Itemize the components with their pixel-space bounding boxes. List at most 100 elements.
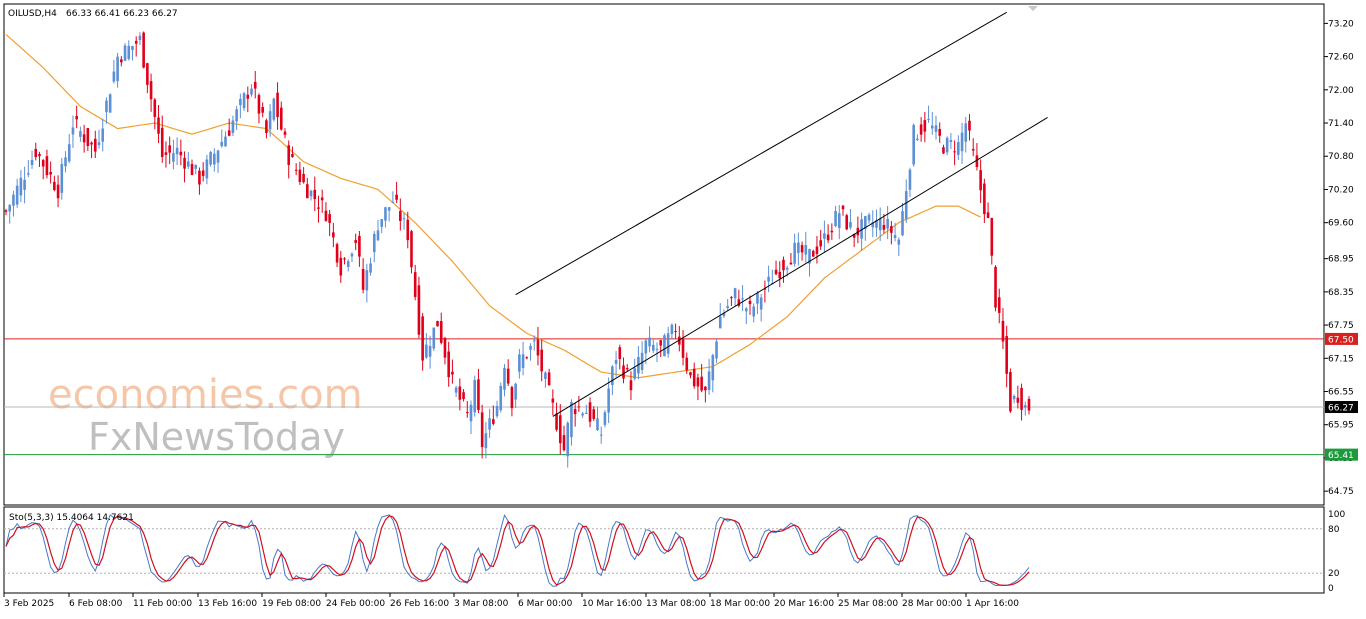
candle-body: [120, 59, 123, 63]
channel-line-lower[interactable]: [552, 117, 1048, 417]
candle-body: [413, 272, 417, 297]
candle-body: [64, 157, 67, 167]
level-price-label: 65.41: [1328, 451, 1354, 461]
time-tick-label: 6 Mar 00:00: [518, 599, 573, 609]
candle-body: [86, 128, 90, 146]
price-tick-label: 67.75: [1328, 321, 1354, 331]
candle-body: [216, 150, 220, 163]
candle-body: [867, 214, 871, 221]
candle-body: [406, 219, 410, 241]
candle-body: [82, 134, 86, 143]
candle-body: [239, 98, 242, 106]
price-tick-label: 68.95: [1328, 255, 1354, 265]
candle-body: [428, 346, 432, 357]
candle-body: [67, 144, 71, 162]
candle-body: [112, 71, 116, 82]
candle-body: [834, 210, 837, 227]
candle-body: [927, 119, 930, 121]
candle-body: [692, 368, 696, 387]
candle-body: [685, 357, 689, 371]
candle-body: [793, 242, 796, 264]
candle-body: [625, 368, 629, 370]
candle-body: [350, 253, 354, 257]
candle-body: [246, 94, 250, 99]
candle-body: [358, 235, 361, 257]
candle-body: [261, 107, 264, 113]
candle-body: [674, 331, 677, 333]
candle-body: [678, 336, 681, 345]
candle-body: [741, 298, 744, 300]
candle-body: [1009, 372, 1012, 412]
candle-body: [265, 120, 268, 134]
candle-body: [629, 380, 633, 391]
candle-body: [570, 402, 573, 438]
candle-body: [800, 245, 804, 253]
time-tick-label: 3 Mar 08:00: [454, 599, 509, 609]
price-tick-label: 72.00: [1328, 86, 1354, 96]
candle-body: [919, 124, 923, 135]
candle-body: [90, 142, 93, 145]
time-tick-label: 19 Feb 08:00: [262, 599, 321, 609]
candle-body: [930, 125, 934, 129]
candle-body: [41, 160, 45, 167]
candle-body: [722, 312, 726, 316]
candle-body: [841, 205, 845, 210]
candle-body: [908, 169, 912, 190]
candle-body: [808, 249, 811, 264]
candle-body: [607, 388, 610, 413]
time-tick-label: 26 Feb 16:00: [390, 599, 449, 609]
candle-body: [938, 128, 942, 136]
candle-body: [986, 212, 990, 218]
stoch-label: Sto(5,3,3) 15.4064 14.7621: [9, 513, 134, 523]
candle-body: [8, 205, 12, 212]
stoch-plot-frame: [3, 506, 1325, 594]
time-tick-label: 20 Mar 16:00: [774, 599, 834, 609]
candle-body: [979, 170, 982, 191]
candle-body: [179, 151, 183, 156]
candle-body: [715, 341, 718, 359]
moving-average-layer: [5, 33, 981, 379]
candle-body: [767, 276, 770, 282]
chart-shift-marker-icon[interactable]: [1028, 6, 1038, 11]
candle-body: [123, 45, 127, 61]
candle-body: [127, 45, 131, 60]
candle-body: [659, 340, 663, 346]
candle-body: [815, 246, 819, 254]
candle-body: [164, 152, 168, 155]
time-tick-label: 3 Feb 2025: [4, 599, 54, 609]
candle-body: [302, 173, 305, 183]
candle-body: [227, 130, 231, 136]
candle-body: [332, 232, 335, 238]
candle-body: [499, 385, 503, 411]
candle-body: [510, 387, 514, 409]
time-tick-label: 18 Mar 00:00: [710, 599, 770, 609]
candle-body: [71, 127, 75, 135]
candle-body: [540, 349, 543, 372]
candle-body: [811, 250, 815, 257]
candle-body: [149, 81, 153, 100]
candle-body: [990, 218, 994, 256]
candle-body: [711, 355, 715, 381]
candle-body: [495, 405, 499, 417]
candle-body: [529, 345, 532, 350]
candle-body: [532, 340, 536, 342]
candle-body: [558, 415, 562, 444]
candle-body: [235, 109, 238, 122]
candle-body: [666, 333, 670, 354]
channel-line-upper[interactable]: [515, 11, 1007, 296]
candle-body: [551, 398, 555, 403]
candle-body: [79, 131, 82, 137]
candle-body: [785, 267, 789, 270]
candle-body: [417, 285, 421, 335]
candle-body: [146, 63, 149, 85]
candle-body: [462, 392, 465, 400]
candle-body: [198, 170, 201, 185]
candle-body: [964, 123, 968, 142]
candle-body: [823, 233, 826, 239]
candle-body: [633, 368, 636, 379]
candle-body: [942, 147, 945, 154]
candle-body: [242, 93, 246, 109]
candle-body: [975, 155, 979, 168]
candle-body: [484, 433, 488, 449]
price-tick-label: 66.55: [1328, 388, 1354, 398]
